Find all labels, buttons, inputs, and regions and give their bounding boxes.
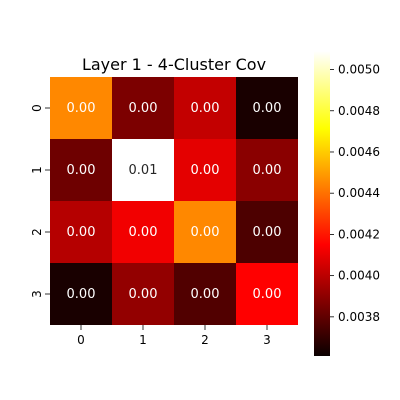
heatmap-cell bbox=[174, 139, 236, 201]
heatmap-cell bbox=[50, 77, 112, 139]
cell-value-label: 0.00 bbox=[191, 163, 220, 178]
heatmap-cell bbox=[112, 77, 174, 139]
colorbar-tick-label: 0.0044 bbox=[338, 186, 380, 200]
x-tick-label: 0 bbox=[77, 333, 85, 347]
cell-value-label: 0.00 bbox=[191, 101, 220, 116]
heatmap-cell bbox=[50, 201, 112, 263]
colorbar-tick-label: 0.0048 bbox=[338, 104, 380, 118]
x-tick-label: 1 bbox=[139, 333, 147, 347]
heatmap-cell bbox=[236, 139, 298, 201]
y-axis: 0 1 2 3 bbox=[30, 104, 50, 298]
heatmap-cell bbox=[50, 139, 112, 201]
colorbar-tick-label: 0.0038 bbox=[338, 310, 380, 324]
cell-value-label: 0.00 bbox=[67, 287, 96, 302]
heatmap-cell bbox=[112, 263, 174, 325]
heatmap-cell bbox=[112, 201, 174, 263]
heatmap-cell bbox=[50, 263, 112, 325]
colorbar-tick-label: 0.0046 bbox=[338, 145, 380, 159]
y-tick-label: 1 bbox=[30, 166, 44, 174]
chart-title: Layer 1 - 4-Cluster Cov bbox=[82, 55, 266, 74]
y-tick-label: 0 bbox=[30, 104, 44, 112]
cell-value-label: 0.00 bbox=[129, 101, 158, 116]
cell-value-label: 0.00 bbox=[191, 287, 220, 302]
x-tick-label: 3 bbox=[263, 333, 271, 347]
cell-value-label: 0.00 bbox=[67, 101, 96, 116]
colorbar bbox=[314, 51, 330, 356]
heatmap-cell bbox=[236, 263, 298, 325]
heatmap-cell bbox=[112, 139, 174, 201]
colorbar-axis: 0.0038 0.0040 0.0042 0.0044 0.0046 0.0048 0.00… bbox=[330, 63, 380, 324]
heatmap-cell bbox=[174, 77, 236, 139]
heatmap-cells: 0.00 0.00 0.00 0.00 0.00 0.01 0.00 0.00 0.00 0.00… bbox=[50, 77, 298, 325]
heatmap-cell bbox=[236, 77, 298, 139]
y-tick-label: 2 bbox=[30, 228, 44, 236]
cell-value-label: 0.00 bbox=[253, 163, 282, 178]
heatmap-cell bbox=[236, 201, 298, 263]
colorbar-tick-label: 0.0050 bbox=[338, 63, 380, 77]
colorbar-tick-label: 0.0040 bbox=[338, 269, 380, 283]
y-tick-label: 3 bbox=[30, 290, 44, 298]
cell-value-label: 0.00 bbox=[253, 225, 282, 240]
cell-value-label: 0.00 bbox=[191, 225, 220, 240]
heatmap-cell bbox=[174, 201, 236, 263]
cell-value-label: 0.00 bbox=[67, 163, 96, 178]
heatmap-cell bbox=[174, 263, 236, 325]
x-tick-label: 2 bbox=[201, 333, 209, 347]
cell-value-label: 0.00 bbox=[253, 101, 282, 116]
cell-value-label: 0.00 bbox=[129, 287, 158, 302]
cell-value-label: 0.01 bbox=[129, 163, 158, 178]
x-axis: 0 1 2 3 bbox=[77, 325, 271, 347]
cell-value-label: 0.00 bbox=[253, 287, 282, 302]
cell-value-label: 0.00 bbox=[67, 225, 96, 240]
colorbar-tick-label: 0.0042 bbox=[338, 227, 380, 241]
cell-value-label: 0.00 bbox=[129, 225, 158, 240]
